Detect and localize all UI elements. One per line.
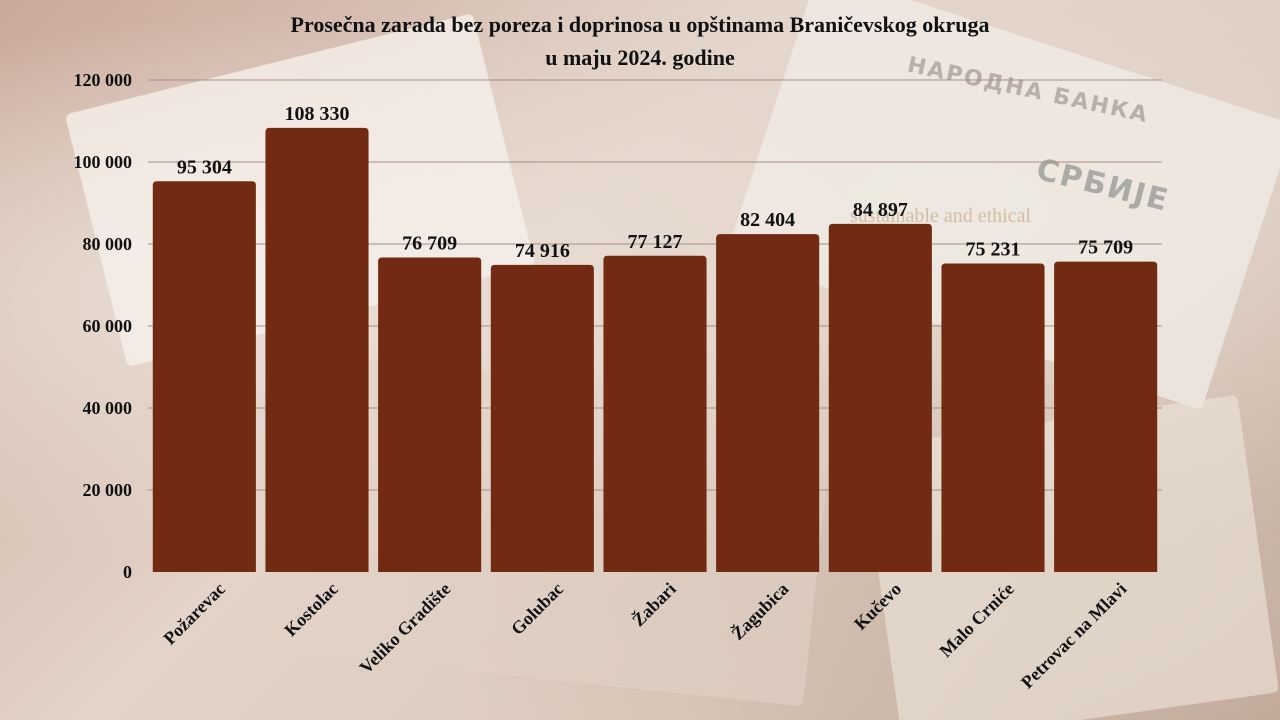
y-tick-label: 0	[123, 562, 132, 582]
bar	[265, 127, 369, 573]
x-tick-label: Veliko Gradište	[356, 579, 455, 678]
y-tick-label: 80 000	[83, 234, 133, 254]
bar	[603, 255, 707, 572]
data-label: 74 916	[515, 240, 570, 262]
bar	[152, 181, 256, 572]
y-tick-label: 40 000	[83, 398, 133, 418]
data-label: 95 304	[177, 156, 232, 178]
x-tick-label: Malo Crniće	[935, 579, 1017, 661]
x-tick-label: Petrovac na Mlavi	[1017, 579, 1131, 693]
chart-title-line1: Prosečna zarada bez poreza i doprinosa u…	[290, 12, 990, 37]
y-tick-label: 120 000	[74, 70, 133, 90]
data-label: 76 709	[402, 232, 457, 254]
bar	[828, 223, 932, 572]
bar	[716, 234, 820, 572]
bar	[378, 257, 482, 572]
chart-title: Prosečna zarada bez poreza i doprinosa u…	[0, 8, 1280, 74]
bar	[941, 263, 1045, 572]
x-tick-label: Golubac	[507, 579, 567, 639]
x-tick-label: Kostolac	[280, 579, 342, 641]
x-tick-label: Kučevo	[850, 579, 905, 634]
x-tick-label: Požarevac	[159, 579, 229, 649]
data-label: 108 330	[285, 103, 350, 125]
data-label: 77 127	[628, 231, 683, 253]
chart-title-line2: u maju 2024. godine	[545, 45, 735, 70]
watermark-text: sustainable and ethical	[850, 205, 1032, 227]
x-tick-label: Žabari	[627, 578, 679, 630]
y-tick-label: 20 000	[83, 480, 133, 500]
bar	[1054, 261, 1158, 572]
data-label: 75 709	[1078, 237, 1133, 259]
y-tick-label: 100 000	[74, 152, 133, 172]
bar	[490, 264, 594, 572]
data-label: 84 897	[853, 199, 908, 221]
x-tick-label: Žagubica	[727, 578, 793, 644]
data-label: 75 231	[966, 239, 1021, 261]
data-label: 82 404	[740, 209, 795, 231]
y-tick-label: 60 000	[83, 316, 133, 336]
